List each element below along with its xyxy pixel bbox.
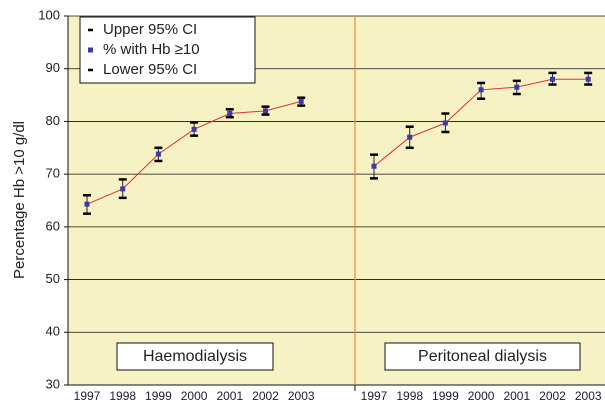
point <box>191 126 197 132</box>
point <box>371 163 377 169</box>
y-tick-label: 30 <box>46 376 60 391</box>
y-tick-label: 90 <box>46 60 60 75</box>
point <box>550 76 555 82</box>
x-tick-label: 2003 <box>288 389 315 403</box>
point <box>263 108 268 114</box>
y-tick-label: 100 <box>38 7 60 22</box>
panel-label: Haemodialysis <box>143 348 247 365</box>
x-tick-label: 2001 <box>503 389 530 403</box>
point <box>585 76 591 82</box>
point <box>120 186 126 192</box>
point <box>227 111 233 117</box>
x-tick-label: 1998 <box>109 389 136 403</box>
x-tick-label: 1997 <box>74 389 101 403</box>
point <box>298 98 304 104</box>
y-tick-label: 60 <box>46 218 60 233</box>
y-tick-label: 80 <box>46 113 60 128</box>
point <box>514 84 520 90</box>
x-tick-label: 1998 <box>396 389 423 403</box>
x-tick-label: 1999 <box>432 389 459 403</box>
x-tick-label: 1997 <box>361 389 388 403</box>
x-tick-label: 1999 <box>145 389 172 403</box>
panel-label: Peritoneal dialysis <box>418 348 547 365</box>
point <box>478 87 484 93</box>
point <box>407 134 413 140</box>
panel-label-box <box>116 342 274 371</box>
legend-label: Upper 95% CI <box>103 21 197 38</box>
point <box>155 151 161 157</box>
x-tick-label: 2002 <box>252 389 279 403</box>
legend-label: Lower 95% CI <box>103 61 197 78</box>
point <box>442 120 448 126</box>
x-tick-label: 2001 <box>216 389 243 403</box>
legend-box <box>79 16 256 84</box>
point <box>84 201 90 207</box>
y-axis-label: Percentage Hb >10 g/dl <box>11 121 28 279</box>
legend-symbol <box>88 47 93 53</box>
y-tick-label: 40 <box>46 324 60 339</box>
x-tick-label: 2003 <box>575 389 602 403</box>
x-tick-label: 2002 <box>539 389 566 403</box>
y-tick-label: 70 <box>46 166 60 181</box>
x-tick-label: 2000 <box>181 389 208 403</box>
panel-label-box <box>384 342 581 371</box>
x-tick-label: 2000 <box>468 389 495 403</box>
y-tick-label: 50 <box>46 271 60 286</box>
legend-label: % with Hb ≥10 <box>103 41 200 58</box>
